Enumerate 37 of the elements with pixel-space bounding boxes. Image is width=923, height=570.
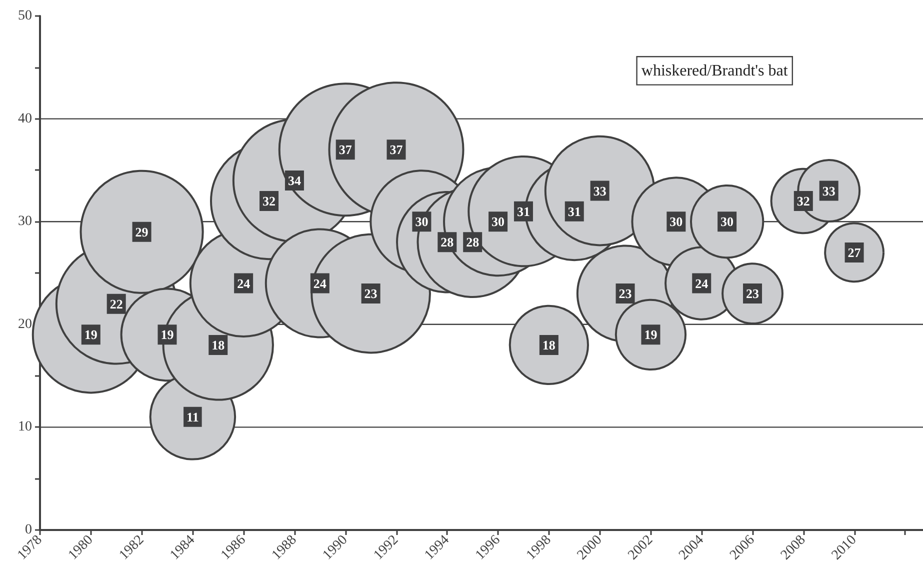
y-tick-label: 50 [18,8,32,24]
data-label: 30 [492,214,505,230]
data-label: 30 [415,214,428,230]
y-tick-label: 0 [25,522,32,538]
data-label: 18 [542,337,556,352]
data-label: 19 [84,327,98,342]
data-label: 34 [288,172,302,188]
data-label: 23 [364,286,378,302]
data-label: 24 [313,276,327,291]
data-label: 24 [237,276,251,291]
y-tick-label: 30 [18,214,32,230]
data-label: 32 [796,194,810,209]
y-tick-label: 10 [18,420,32,435]
data-label: 22 [110,296,123,312]
data-label: 30 [720,214,734,230]
y-tick-label: 20 [18,316,32,332]
data-label: 27 [848,244,862,260]
data-label: 28 [440,234,454,250]
data-label: 29 [135,224,149,240]
data-label: 23 [618,286,632,302]
data-label: 37 [338,142,352,158]
annotation: whiskered/Brandt's bat [641,62,788,80]
data-label: 30 [670,214,683,230]
data-label: 31 [568,204,581,219]
data-label: 18 [212,337,226,352]
data-label: 33 [593,183,607,198]
data-label: 28 [466,234,480,250]
data-label: 37 [390,142,404,158]
data-label: 33 [822,183,836,198]
data-label: 19 [644,327,658,342]
data-label: 32 [262,194,276,209]
y-tick-label: 40 [18,111,32,126]
data-label: 19 [160,327,174,342]
data-label: 31 [516,204,530,219]
data-label: 11 [186,409,199,424]
data-label: 24 [695,276,709,291]
data-label: 23 [746,286,760,302]
